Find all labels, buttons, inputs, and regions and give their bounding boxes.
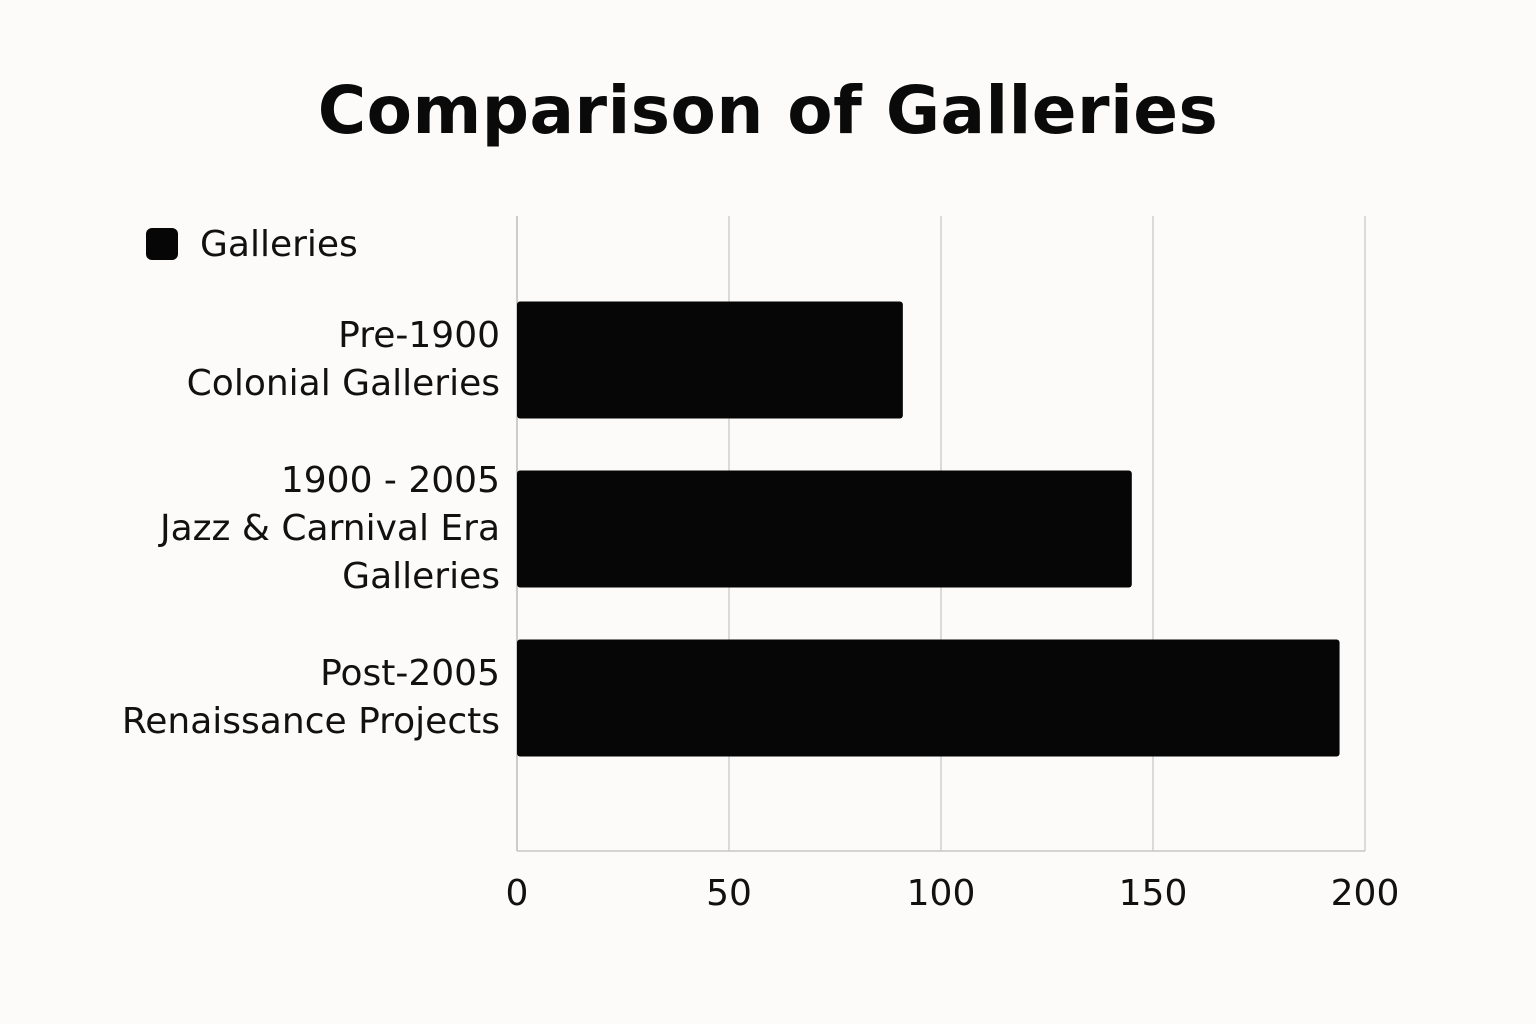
x-tick-label: 150 bbox=[1119, 873, 1188, 914]
chart-title: Comparison of Galleries bbox=[317, 72, 1219, 149]
bar-3 bbox=[517, 639, 1340, 757]
category-label-3: Post-2005 Renaissance Projects bbox=[121, 653, 500, 742]
x-tick-label: 50 bbox=[706, 873, 752, 914]
x-tick-label: 100 bbox=[907, 873, 976, 914]
category-label-2: 1900 - 2005 Jazz & Carnival Era Gallerie… bbox=[159, 460, 500, 597]
legend-label-galleries: Galleries bbox=[200, 223, 358, 265]
category-label-1: Pre-1900 Colonial Galleries bbox=[186, 315, 500, 404]
bar-1 bbox=[517, 301, 903, 419]
x-tick-label: 0 bbox=[506, 873, 529, 914]
x-tick-label: 200 bbox=[1331, 873, 1400, 914]
bar-2 bbox=[517, 470, 1132, 588]
legend: Galleries bbox=[146, 222, 358, 266]
legend-swatch-galleries bbox=[146, 228, 178, 260]
